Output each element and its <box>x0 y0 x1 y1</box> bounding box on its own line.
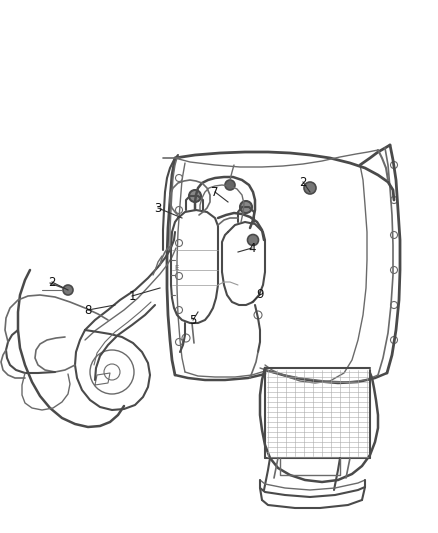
Text: 1: 1 <box>128 289 136 303</box>
Circle shape <box>304 182 316 194</box>
Text: 4: 4 <box>248 241 256 254</box>
Circle shape <box>240 201 252 213</box>
Circle shape <box>247 235 258 246</box>
Text: 2: 2 <box>48 276 56 288</box>
Circle shape <box>225 180 235 190</box>
Circle shape <box>63 285 73 295</box>
Text: 7: 7 <box>211 185 219 198</box>
Text: 8: 8 <box>84 303 92 317</box>
Circle shape <box>189 190 201 202</box>
Text: 9: 9 <box>256 288 264 302</box>
Text: E: E <box>175 265 179 271</box>
Text: 2: 2 <box>299 175 307 189</box>
Text: 5: 5 <box>189 313 197 327</box>
Text: 3: 3 <box>154 201 162 214</box>
